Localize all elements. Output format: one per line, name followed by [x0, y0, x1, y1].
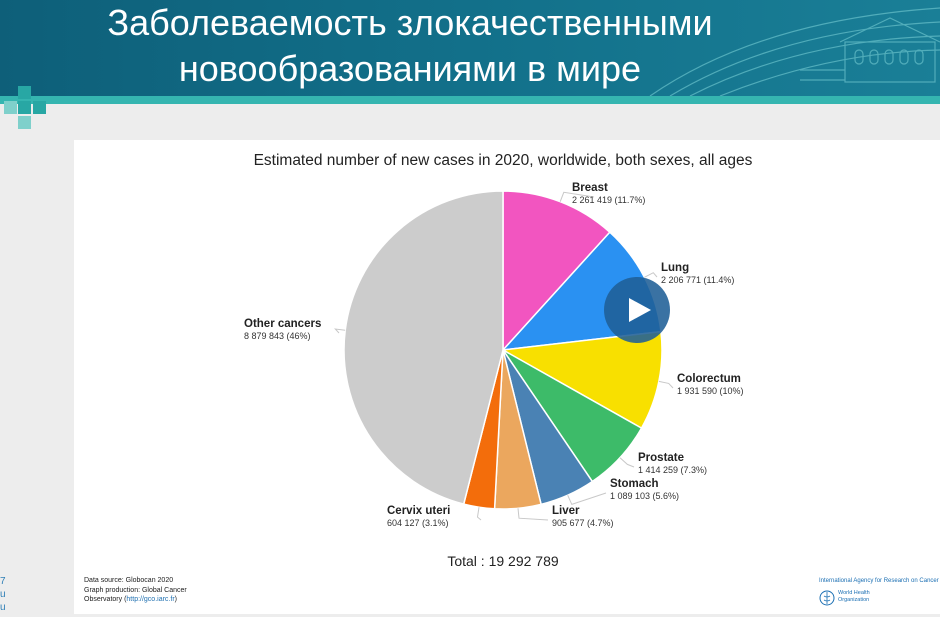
leader-line-liver [517, 508, 549, 521]
deco-square [33, 101, 46, 114]
source-prefix: Observatory ( [84, 596, 127, 603]
source-line: Observatory (http://gco.iarc.fr) [84, 595, 187, 605]
page-hint-char: u [0, 589, 6, 600]
slice-label-other-cancers: Other cancers [244, 318, 321, 330]
leader-line-other-cancers [334, 328, 346, 334]
source-line: Graph production: Global Cancer [84, 586, 187, 594]
slice-value-liver: 905 677 (4.7%) [552, 518, 614, 528]
slice-value-cervix-uteri: 604 127 (3.1%) [387, 518, 449, 528]
pie-chart: Estimated number of new cases in 2020, w… [244, 152, 753, 569]
building-illustration [649, 7, 940, 96]
slice-value-lung: 2 206 771 (11.4%) [661, 275, 734, 285]
slice-label-cervix-uteri: Cervix uteri [387, 505, 450, 517]
slide-title: Заболеваемость злокачественными новообра… [60, 0, 760, 92]
deco-square [18, 86, 31, 99]
play-icon [629, 298, 651, 322]
slice-value-stomach: 1 089 103 (5.6%) [610, 491, 679, 501]
slice-label-breast: Breast [572, 182, 608, 194]
slice-value-other-cancers: 8 879 843 (46%) [244, 331, 311, 341]
deco-square [18, 116, 31, 129]
page-hint-char: 7 [0, 576, 6, 587]
chart-title: Estimated number of new cases in 2020, w… [254, 152, 753, 169]
chart-total: Total : 19 292 789 [447, 553, 559, 569]
slide-header: Заболеваемость злокачественными новообра… [0, 0, 940, 96]
slide-title-line2: новообразованиями в мире [178, 48, 642, 89]
slice-label-stomach: Stomach [610, 478, 659, 490]
page-hint-char: u [0, 602, 6, 613]
slice-label-liver: Liver [552, 505, 580, 517]
deco-square [18, 101, 31, 114]
deco-square [4, 101, 17, 114]
data-source-note: Data source: Globocan 2020 Graph product… [84, 576, 187, 605]
pie-slice-colorectum [500, 330, 663, 430]
slice-value-colorectum: 1 931 590 (10%) [677, 386, 744, 396]
leader-line-breast [559, 191, 595, 202]
who-logo-text: World Health Organization [838, 590, 870, 603]
slice-label-colorectum: Colorectum [677, 373, 741, 385]
slice-value-breast: 2 261 419 (11.7%) [572, 195, 645, 205]
leader-line-colorectum [658, 380, 674, 389]
pie-slice-other-cancers [343, 190, 504, 505]
slice-label-prostate: Prostate [638, 452, 684, 464]
source-line: Data source: Globocan 2020 [84, 577, 174, 584]
slide-title-line1: Заболеваемость злокачественными [107, 2, 713, 43]
leader-line-stomach [567, 492, 607, 506]
iarc-logo-text: International Agency for Research on Can… [819, 578, 939, 584]
leader-line-cervix-uteri [476, 507, 482, 521]
who-emblem-icon [819, 590, 835, 606]
source-link[interactable]: http://gco.iarc.fr [126, 596, 175, 603]
who-line: World Health [838, 590, 870, 596]
slice-label-lung: Lung [661, 262, 689, 274]
header-accent-band [0, 96, 940, 104]
leader-line-lung [644, 272, 658, 278]
slice-value-prostate: 1 414 259 (7.3%) [638, 465, 707, 475]
who-line: Organization [838, 596, 870, 603]
source-suffix: ) [174, 596, 177, 603]
leader-line-prostate [619, 457, 635, 468]
chart-card: Estimated number of new cases in 2020, w… [74, 140, 940, 614]
